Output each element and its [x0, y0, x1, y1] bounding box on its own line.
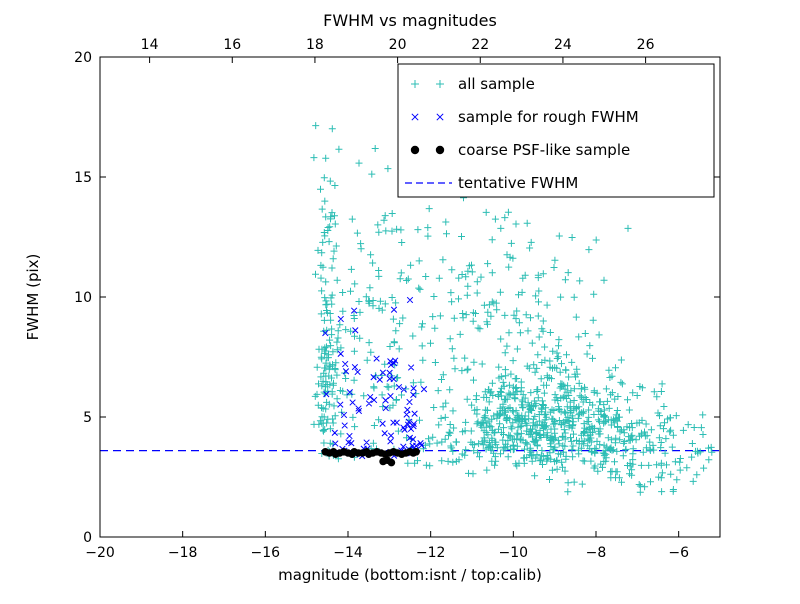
- series-sample-for-rough-fwhm: [322, 296, 428, 460]
- x-tick-label: −18: [168, 545, 198, 561]
- legend-marker-dot: [435, 145, 445, 155]
- legend-label: sample for rough FWHM: [458, 108, 639, 126]
- chart-title: FWHM vs magnitudes: [323, 11, 497, 30]
- top-tick-label: 14: [141, 37, 159, 53]
- y-tick-label: 10: [74, 290, 92, 306]
- top-tick-label: 26: [637, 37, 655, 53]
- psf-sample-point: [383, 456, 392, 465]
- y-tick-label: 5: [83, 410, 92, 426]
- y-tick-label: 0: [83, 530, 92, 546]
- legend-marker-plus: [411, 80, 419, 88]
- legend-marker-plus: [436, 80, 444, 88]
- top-tick-label: 22: [471, 37, 489, 53]
- legend-marker-dot: [410, 145, 420, 155]
- top-tick-label: 16: [223, 37, 241, 53]
- x-tick-label: −16: [251, 545, 281, 561]
- y-axis-label: FWHM (pix): [24, 254, 42, 341]
- legend: all sample sample for rough FWHM coarse PS…: [397, 63, 715, 198]
- x-tick-label: −14: [333, 545, 363, 561]
- legend-marker-cross: [411, 113, 419, 121]
- x-tick-label: −8: [586, 545, 607, 561]
- x-tick-label: −10: [499, 545, 529, 561]
- x-tick-label: −12: [416, 545, 446, 561]
- x-axis-label: magnitude (bottom:isnt / top:calib): [278, 566, 542, 584]
- legend-marker-cross: [436, 113, 444, 121]
- legend-label: tentative FWHM: [458, 174, 578, 192]
- top-tick-label: 18: [306, 37, 324, 53]
- plot-area: [100, 122, 720, 496]
- top-tick-label: 20: [389, 37, 407, 53]
- legend-box: [397, 63, 715, 198]
- top-tick-label: 24: [554, 37, 572, 53]
- x-tick-label: −6: [668, 545, 689, 561]
- legend-label: all sample: [458, 75, 535, 93]
- legend-label: coarse PSF-like sample: [458, 141, 630, 159]
- axes-layer: −20 −18 −16 −14 −12 −10 −8 −6 14 16 18 20 22 24 26 0 5 10…: [74, 37, 721, 561]
- psf-sample-point: [412, 448, 421, 456]
- y-tick-label: 20: [74, 50, 92, 66]
- x-tick-label: −20: [85, 545, 115, 561]
- y-tick-label: 15: [74, 170, 92, 186]
